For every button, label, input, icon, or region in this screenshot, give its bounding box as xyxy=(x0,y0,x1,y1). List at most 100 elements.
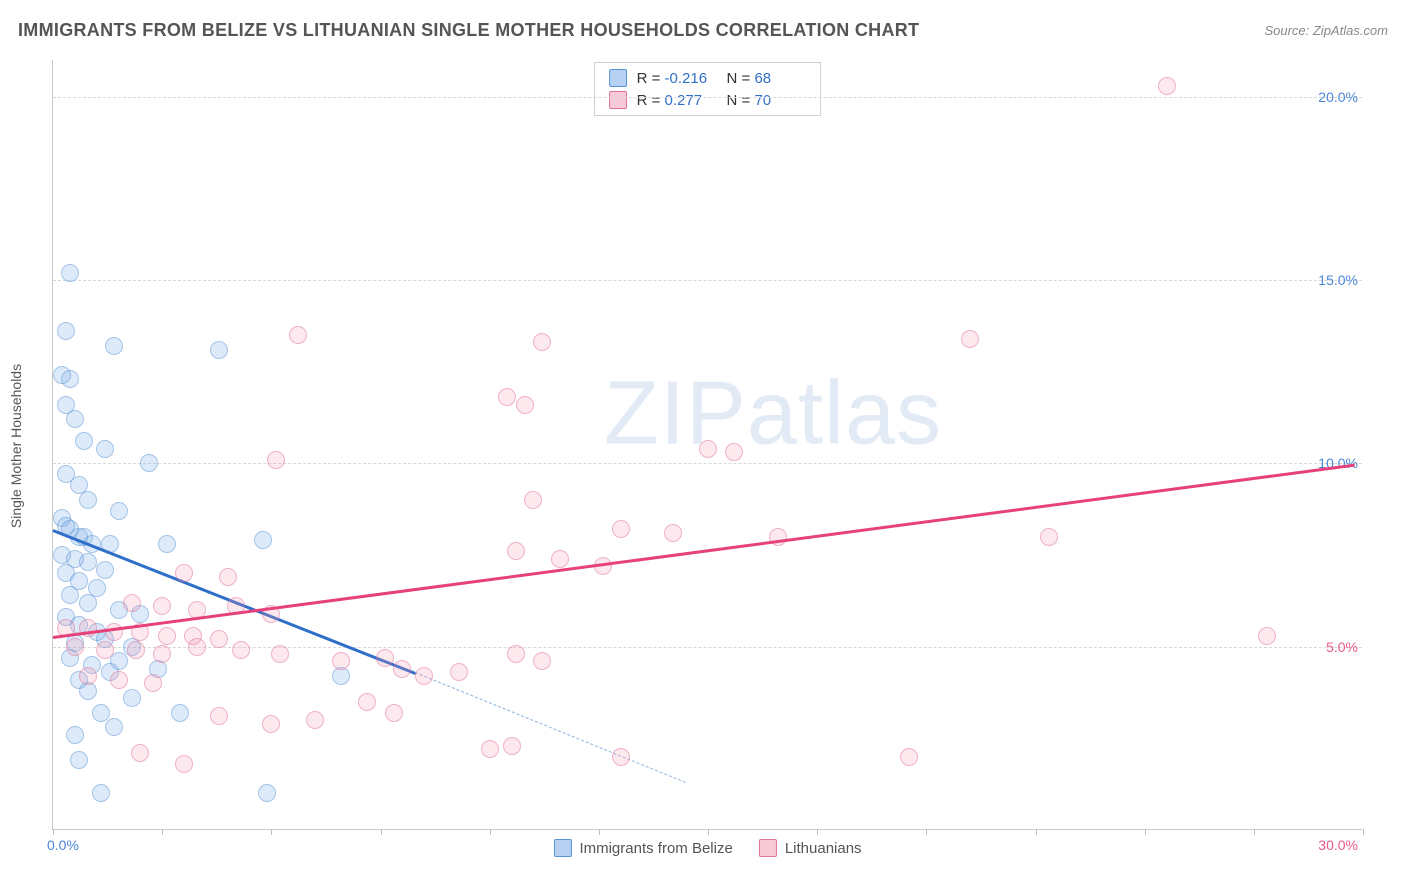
data-point xyxy=(66,726,84,744)
data-point xyxy=(961,330,979,348)
data-point xyxy=(66,410,84,428)
series-legend: Immigrants from Belize Lithuanians xyxy=(553,839,861,857)
legend-swatch-icon xyxy=(553,839,571,857)
title-bar: IMMIGRANTS FROM BELIZE VS LITHUANIAN SIN… xyxy=(18,20,1388,41)
y-tick-label: 15.0% xyxy=(1318,272,1364,288)
data-point xyxy=(332,652,350,670)
data-point xyxy=(75,432,93,450)
data-point xyxy=(1258,627,1276,645)
data-point xyxy=(96,440,114,458)
data-point xyxy=(158,535,176,553)
data-point xyxy=(498,388,516,406)
data-point xyxy=(507,542,525,560)
data-point xyxy=(664,524,682,542)
data-point xyxy=(393,660,411,678)
x-tick xyxy=(1145,829,1146,835)
data-point xyxy=(66,638,84,656)
data-point xyxy=(96,641,114,659)
trend-line xyxy=(415,672,686,783)
data-point xyxy=(79,667,97,685)
legend-swatch-blue xyxy=(609,69,627,87)
grid-line xyxy=(53,97,1362,98)
data-point xyxy=(262,715,280,733)
grid-line xyxy=(53,463,1362,464)
data-point xyxy=(254,531,272,549)
data-point xyxy=(524,491,542,509)
data-point xyxy=(267,451,285,469)
data-point xyxy=(289,326,307,344)
data-point xyxy=(507,645,525,663)
data-point xyxy=(219,568,237,586)
x-tick xyxy=(381,829,382,835)
x-tick xyxy=(926,829,927,835)
data-point xyxy=(105,337,123,355)
data-point xyxy=(105,623,123,641)
source-label: Source: ZipAtlas.com xyxy=(1264,23,1388,38)
data-point xyxy=(153,645,171,663)
data-point xyxy=(127,641,145,659)
scatter-plot-area: ZIPatlas R = -0.216 N = 68 R = 0.277 N =… xyxy=(52,60,1362,830)
data-point xyxy=(92,704,110,722)
data-point xyxy=(533,333,551,351)
x-tick xyxy=(162,829,163,835)
data-point xyxy=(503,737,521,755)
chart-title: IMMIGRANTS FROM BELIZE VS LITHUANIAN SIN… xyxy=(18,20,919,41)
correlation-legend: R = -0.216 N = 68 R = 0.277 N = 70 xyxy=(594,62,822,116)
x-tick xyxy=(1036,829,1037,835)
data-point xyxy=(306,711,324,729)
grid-line xyxy=(53,280,1362,281)
y-tick-label: 5.0% xyxy=(1326,639,1364,655)
data-point xyxy=(415,667,433,685)
x-tick xyxy=(817,829,818,835)
legend-row-blue: R = -0.216 N = 68 xyxy=(609,69,807,87)
x-tick xyxy=(1363,829,1364,835)
x-tick xyxy=(599,829,600,835)
y-axis-label: Single Mother Households xyxy=(8,364,24,528)
data-point xyxy=(140,454,158,472)
data-point xyxy=(123,689,141,707)
x-tick xyxy=(53,829,54,835)
data-point xyxy=(725,443,743,461)
data-point xyxy=(131,744,149,762)
legend-item-lithuanians: Lithuanians xyxy=(759,839,862,857)
data-point xyxy=(533,652,551,670)
data-point xyxy=(105,718,123,736)
data-point xyxy=(358,693,376,711)
data-point xyxy=(92,784,110,802)
data-point xyxy=(79,553,97,571)
data-point xyxy=(210,630,228,648)
data-point xyxy=(171,704,189,722)
data-point xyxy=(175,755,193,773)
data-point xyxy=(144,674,162,692)
legend-swatch-icon xyxy=(759,839,777,857)
data-point xyxy=(385,704,403,722)
data-point xyxy=(271,645,289,663)
legend-row-pink: R = 0.277 N = 70 xyxy=(609,91,807,109)
data-point xyxy=(1158,77,1176,95)
x-tick xyxy=(271,829,272,835)
trend-line xyxy=(53,463,1355,638)
data-point xyxy=(612,748,630,766)
data-point xyxy=(210,707,228,725)
data-point xyxy=(450,663,468,681)
data-point xyxy=(61,264,79,282)
data-point xyxy=(79,594,97,612)
data-point xyxy=(110,671,128,689)
data-point xyxy=(900,748,918,766)
watermark: ZIPatlas xyxy=(604,362,942,465)
data-point xyxy=(232,641,250,659)
data-point xyxy=(96,561,114,579)
legend-swatch-pink xyxy=(609,91,627,109)
x-axis-min-label: 0.0% xyxy=(47,837,79,853)
x-tick xyxy=(1254,829,1255,835)
data-point xyxy=(53,366,71,384)
data-point xyxy=(376,649,394,667)
data-point xyxy=(79,491,97,509)
data-point xyxy=(1040,528,1058,546)
data-point xyxy=(61,586,79,604)
data-point xyxy=(612,520,630,538)
x-tick xyxy=(708,829,709,835)
data-point xyxy=(57,322,75,340)
data-point xyxy=(175,564,193,582)
legend-item-belize: Immigrants from Belize xyxy=(553,839,732,857)
